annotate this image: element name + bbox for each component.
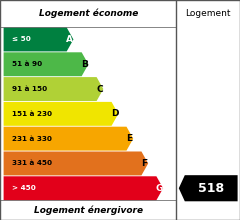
Text: 331 à 450: 331 à 450 bbox=[12, 160, 52, 167]
Text: B: B bbox=[81, 60, 88, 69]
Text: 518: 518 bbox=[198, 182, 224, 195]
Polygon shape bbox=[4, 52, 88, 76]
Polygon shape bbox=[4, 28, 73, 51]
Text: Logement économe: Logement économe bbox=[38, 9, 138, 18]
Polygon shape bbox=[4, 102, 118, 126]
Text: 51 à 90: 51 à 90 bbox=[12, 61, 42, 67]
Text: G: G bbox=[156, 184, 163, 193]
Text: Logement énergivore: Logement énergivore bbox=[34, 205, 143, 215]
Text: D: D bbox=[111, 109, 118, 118]
Polygon shape bbox=[4, 152, 148, 175]
Text: C: C bbox=[96, 84, 103, 94]
Text: F: F bbox=[141, 159, 148, 168]
Polygon shape bbox=[4, 176, 163, 200]
Polygon shape bbox=[4, 127, 133, 151]
Polygon shape bbox=[4, 77, 103, 101]
Polygon shape bbox=[179, 175, 238, 201]
Text: > 450: > 450 bbox=[12, 185, 36, 191]
Text: 231 à 330: 231 à 330 bbox=[12, 136, 52, 142]
Text: 151 à 230: 151 à 230 bbox=[12, 111, 52, 117]
Text: Logement: Logement bbox=[186, 9, 231, 18]
Text: A: A bbox=[66, 35, 73, 44]
Text: ≤ 50: ≤ 50 bbox=[12, 37, 31, 42]
Text: 91 à 150: 91 à 150 bbox=[12, 86, 47, 92]
Text: E: E bbox=[126, 134, 132, 143]
